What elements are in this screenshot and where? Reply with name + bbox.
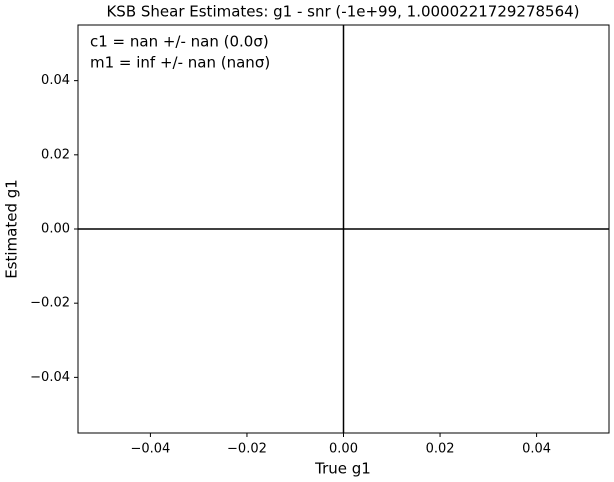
plot-frame — [77, 24, 610, 434]
y-tick-label: 0.02 — [41, 147, 70, 162]
x-tick-label: −0.04 — [130, 442, 170, 457]
y-tick-label: 0.04 — [41, 73, 70, 88]
x-tick-label: −0.02 — [227, 442, 267, 457]
y-tick-label: −0.04 — [30, 370, 70, 385]
x-tick-label: 0.00 — [329, 442, 358, 457]
y-tick-label: 0.00 — [41, 222, 70, 237]
y-tick-label: −0.02 — [30, 296, 70, 311]
y-axis-label: Estimated g1 — [3, 179, 21, 279]
x-tick-label: 0.02 — [426, 442, 455, 457]
annotation: c1 = nan +/- nan (0.0σ) — [90, 33, 269, 51]
chart-title: KSB Shear Estimates: g1 - snr (-1e+99, 1… — [106, 3, 579, 21]
annotation: m1 = inf +/- nan (nanσ) — [90, 54, 270, 72]
x-axis-label: True g1 — [314, 460, 371, 478]
x-tick-label: 0.04 — [522, 442, 551, 457]
